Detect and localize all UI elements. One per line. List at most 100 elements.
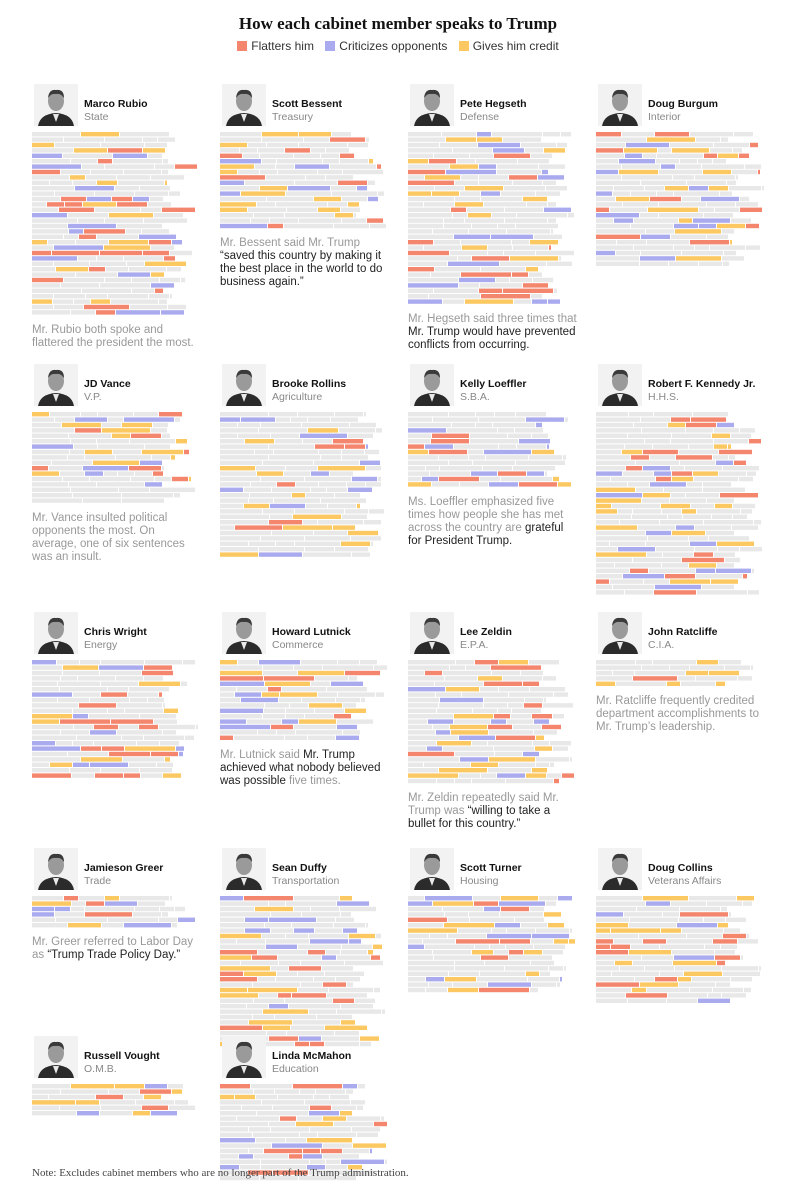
sentence-segment xyxy=(32,719,59,724)
sentence-segment xyxy=(534,234,562,239)
sentence-segment xyxy=(596,207,609,212)
sentence-segment xyxy=(32,207,58,212)
sentence-segment xyxy=(698,998,730,1003)
sentence-segment xyxy=(275,1014,316,1020)
sentence-segment xyxy=(720,191,732,196)
sentence-segment xyxy=(446,687,479,692)
sentence-segment xyxy=(32,762,49,767)
sentence-segment xyxy=(547,773,561,778)
sentence-segment xyxy=(623,574,664,579)
sentence-segment xyxy=(596,541,609,546)
sentence-segment xyxy=(516,460,565,465)
sentence-segment xyxy=(64,896,78,901)
sentence-segment xyxy=(631,944,659,949)
member-panel: Doug Burgum Interior xyxy=(596,84,768,266)
sentence-segment xyxy=(374,987,380,993)
legend-swatch-flatters xyxy=(237,41,248,51)
sentence-segment xyxy=(705,944,720,949)
sentence-segment xyxy=(674,191,719,196)
sentence-segment xyxy=(259,660,300,665)
sentence-segment xyxy=(258,977,275,982)
sentence-segment xyxy=(64,234,78,239)
sentence-segment xyxy=(73,762,89,767)
sentence-segment xyxy=(132,288,154,293)
sentence-segment xyxy=(511,714,531,719)
sentence-segment xyxy=(731,977,752,982)
sentence-segment xyxy=(596,971,611,976)
sentence-segment xyxy=(63,670,99,676)
sentence-segment xyxy=(640,982,678,987)
sentence-segment xyxy=(596,428,641,433)
sentence-segment xyxy=(465,186,503,191)
sentence-segment xyxy=(105,218,143,223)
sentence-segment xyxy=(32,153,62,158)
sentence-segment xyxy=(596,966,619,971)
sentence-segment xyxy=(220,412,268,417)
sentence-segment xyxy=(266,944,297,949)
sentence-segment xyxy=(408,245,423,250)
sentence-segment xyxy=(220,444,268,449)
sentence-segment xyxy=(718,547,739,552)
sentence-segment xyxy=(279,960,300,966)
sentence-segment xyxy=(106,267,128,272)
sentence-segment xyxy=(326,950,340,955)
sentence-segment xyxy=(83,498,121,503)
sentence-segment xyxy=(220,514,269,519)
sentence-segment xyxy=(501,191,535,196)
sentence-segment xyxy=(687,933,722,939)
sentence-segment xyxy=(368,180,375,185)
sentence-segment xyxy=(532,299,547,304)
sentence-segment xyxy=(32,665,62,670)
sentence-segment xyxy=(32,412,49,417)
sentence-segment xyxy=(596,552,646,557)
portrait-photo xyxy=(34,364,78,406)
sentence-segment xyxy=(596,196,615,202)
sentence-segment xyxy=(481,955,508,960)
sentence-segment xyxy=(656,159,679,164)
sentence-segment xyxy=(671,439,713,444)
sentence-segment xyxy=(459,283,479,288)
legend-label: Gives him credit xyxy=(472,39,559,53)
sentence-segment xyxy=(154,719,177,724)
portrait-photo xyxy=(598,612,642,654)
sentence-segment xyxy=(32,240,47,245)
sentence-segment xyxy=(448,933,486,939)
sentence-segment xyxy=(408,428,446,433)
sentence-segment xyxy=(129,762,156,767)
sentence-segment xyxy=(52,250,99,256)
sentence-segment xyxy=(220,218,250,223)
sentence-segment xyxy=(310,1127,351,1132)
sentence-segment xyxy=(672,471,692,476)
sentence-segment xyxy=(294,906,310,912)
sentence-segment xyxy=(479,164,496,169)
sentence-segment xyxy=(682,250,723,256)
sentence-segment xyxy=(611,944,630,949)
sentence-segment xyxy=(568,213,574,218)
sentence-segment xyxy=(473,460,515,465)
sentence-segment xyxy=(744,987,751,993)
sentence-segment xyxy=(314,460,359,465)
sentence-segment xyxy=(626,993,667,998)
sentence-segment xyxy=(303,1154,322,1159)
sentence-segment xyxy=(220,148,239,153)
sentence-segment xyxy=(659,169,702,175)
sentence-segment xyxy=(181,681,187,686)
sentence-segment xyxy=(503,137,541,142)
sentence-segment xyxy=(408,681,434,686)
sentence-segment xyxy=(656,547,694,552)
sentence-segment xyxy=(32,175,69,180)
sentence-segment xyxy=(454,714,493,719)
sentence-segment xyxy=(596,444,624,449)
sentence-segment xyxy=(342,218,366,223)
sentence-segment xyxy=(730,240,732,245)
sentence-segment xyxy=(596,503,611,509)
sentence-segment xyxy=(84,304,129,310)
sentence-segment xyxy=(32,132,80,137)
sentence-segment xyxy=(292,923,333,928)
sentence-segment xyxy=(543,180,556,185)
sentence-segment xyxy=(357,186,367,191)
sentence-segment xyxy=(255,449,273,455)
sentence-segment xyxy=(142,1105,168,1110)
sentence-segment xyxy=(713,455,728,460)
sentence-segment xyxy=(624,148,657,153)
